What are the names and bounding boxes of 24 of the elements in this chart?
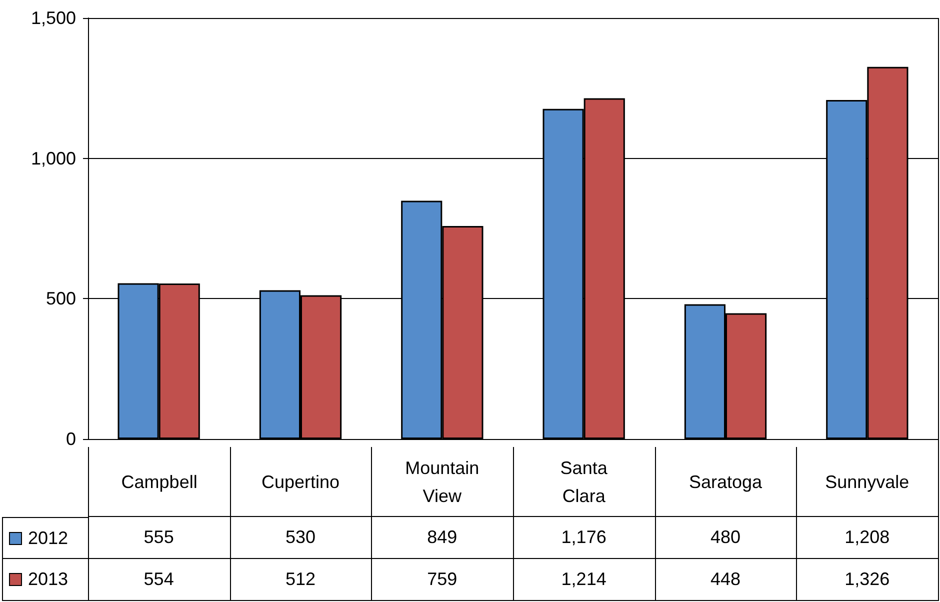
data-label: 530 (230, 517, 372, 559)
legend-label: 2013 (28, 569, 68, 590)
data-label: 448 (654, 559, 798, 601)
x-tick-label: Campbell (88, 447, 231, 517)
legend-label: 2012 (28, 528, 68, 548)
y-tick-label: 1,500 (30, 8, 76, 28)
y-tick-label: 0 (66, 429, 76, 449)
x-tick-label: Mountain View (371, 447, 514, 517)
x-tick-label: Saratoga (654, 447, 798, 517)
data-label: 554 (88, 559, 231, 601)
x-tick-label: Sunnyvale (796, 447, 939, 517)
data-label: 849 (371, 517, 514, 559)
data-label: 512 (230, 559, 372, 601)
data-label: 1,214 (513, 559, 656, 601)
data-label: 1,326 (796, 559, 939, 601)
x-tick-label: Cupertino (230, 447, 372, 517)
y-tick-label: 500 (46, 288, 76, 309)
y-tick-label: 1,000 (30, 148, 76, 168)
data-label: 759 (371, 559, 514, 601)
data-label: 1,176 (513, 517, 656, 559)
data-label: 480 (654, 517, 798, 559)
data-label: 1,208 (796, 517, 939, 559)
data-label: 555 (88, 517, 231, 559)
x-tick-label: Santa Clara (513, 447, 656, 517)
